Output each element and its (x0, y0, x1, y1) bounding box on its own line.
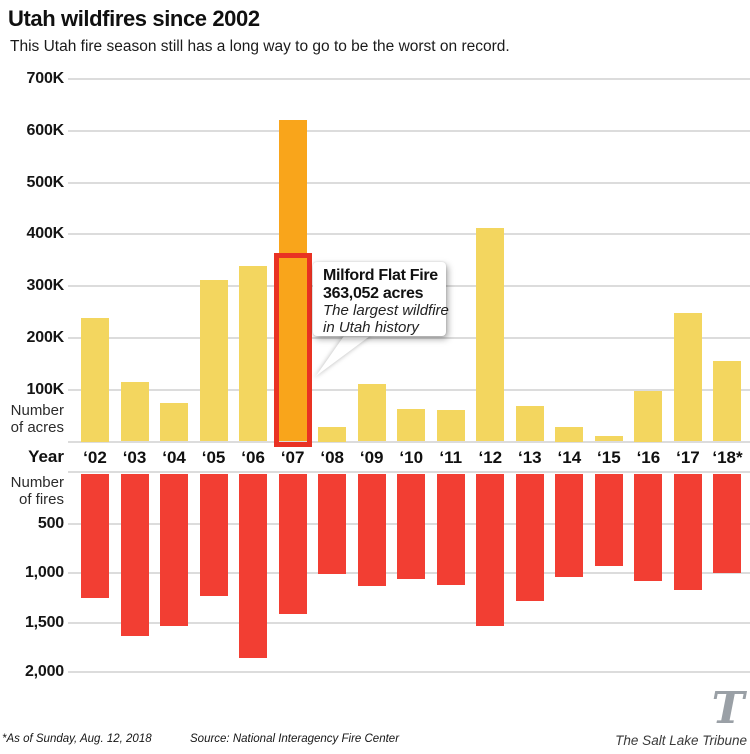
acres-gridline (68, 129, 750, 132)
acres-bar (318, 427, 347, 442)
fires-tick-label: 1,500 (24, 613, 64, 631)
year-axis-label: Year (28, 447, 64, 466)
fires-bar (160, 474, 189, 626)
acres-gridline (68, 78, 750, 80)
year-label: ‘17 (676, 448, 700, 467)
year-label: ‘02 (83, 448, 107, 467)
year-label: ‘14 (557, 448, 582, 467)
year-label: ‘11 (439, 448, 463, 467)
fires-bar (515, 474, 544, 601)
year-label: ‘04 (162, 448, 186, 467)
fires-bar (634, 474, 663, 582)
milford-highlight-outline (273, 253, 312, 448)
fires-bar (594, 474, 623, 567)
callout-acres: 363,052 acres (323, 285, 424, 302)
source-credit: Source: National Interagency Fire Center (190, 733, 400, 745)
publisher-credit: The Salt Lake Tribune (615, 733, 747, 748)
fires-bar (673, 474, 702, 591)
acres-gridline (68, 388, 750, 391)
acres-tick-label: 500K (26, 173, 65, 191)
year-label: ‘13 (518, 448, 542, 467)
fires-tick-label: 500 (37, 514, 64, 532)
fires-gridline (68, 621, 750, 624)
year-label: ‘12 (478, 448, 503, 467)
acres-baseline (68, 440, 750, 443)
acres-tick-label: 100K (26, 380, 65, 398)
fires-bar (476, 474, 505, 626)
fires-bar (713, 474, 742, 574)
year-label: ‘16 (636, 448, 661, 467)
acres-bar (278, 120, 307, 442)
acres-bar (436, 410, 465, 442)
acres-bar (673, 313, 702, 442)
callout-tail (316, 333, 374, 376)
fires-bar (239, 474, 268, 658)
acres-bar (634, 390, 663, 442)
year-label: ‘07 (280, 448, 305, 467)
fires-bar (318, 474, 347, 575)
acres-bar (357, 384, 386, 442)
acres-bar (555, 427, 584, 442)
acres-bar (81, 318, 109, 442)
acres-axis-label-line1: Number (10, 402, 64, 419)
page-subtitle: This Utah fire season still has a long w… (10, 38, 510, 55)
acres-tick-label: 200K (26, 328, 65, 346)
acres-bar (713, 361, 742, 442)
acres-bar (515, 406, 544, 442)
acres-bar (160, 402, 189, 442)
acres-bar (199, 279, 228, 442)
page-title: Utah wildfires since 2002 (8, 6, 260, 31)
year-label: ‘06 (241, 448, 265, 467)
fires-bar (357, 474, 386, 587)
acres-bar (120, 381, 149, 442)
fires-bar (199, 474, 228, 597)
acres-bar (476, 228, 505, 442)
fires-bar (555, 474, 584, 578)
callout-note-line2: in Utah history (323, 318, 419, 336)
acres-tick-label: 300K (26, 277, 65, 295)
salt-lake-tribune-logo-icon: T (711, 683, 745, 734)
acres-bar (594, 436, 623, 442)
fires-bar (397, 474, 426, 580)
as-of-footnote: *As of Sunday, Aug. 12, 2018 (2, 733, 152, 745)
fires-gridline (68, 671, 750, 674)
fires-axis-label-line2: of fires (18, 490, 64, 508)
callout-note-line1: The largest wildfire (323, 302, 449, 319)
acres-gridline (68, 336, 750, 339)
acres-axis-label: Number of acres (0, 402, 64, 436)
fires-bar (120, 474, 149, 636)
acres-gridline (68, 181, 750, 184)
year-label: ‘09 (359, 448, 384, 467)
acres-tick-label: 600K (26, 121, 65, 139)
year-label: ‘10 (399, 448, 424, 467)
acres-bar (239, 266, 268, 442)
acres-tick-label: 700K (26, 70, 65, 87)
acres-gridline (68, 233, 750, 236)
year-strip-line (68, 471, 750, 473)
year-label: ‘03 (122, 448, 147, 467)
fires-axis-label-line1: Number (10, 474, 64, 491)
fires-bar (436, 474, 465, 586)
year-label: ‘18* (712, 448, 743, 467)
fires-bar (278, 474, 307, 614)
year-label: ‘15 (597, 448, 621, 467)
callout-title: Milford Flat Fire (323, 267, 438, 284)
milford-flat-fire-callout: Milford Flat Fire 363,052 acres The larg… (313, 262, 449, 336)
fires-tick-label: 1,000 (24, 564, 64, 582)
acres-axis-label-line2: of acres (10, 418, 64, 436)
year-label: ‘08 (320, 448, 344, 467)
acres-tick-label: 400K (26, 225, 65, 243)
fires-bar (81, 474, 109, 598)
acres-bar (397, 409, 426, 442)
fires-axis-label: Number of fires (0, 474, 64, 508)
fires-tick-label: 2,000 (24, 663, 64, 681)
year-label: ‘05 (201, 448, 226, 467)
